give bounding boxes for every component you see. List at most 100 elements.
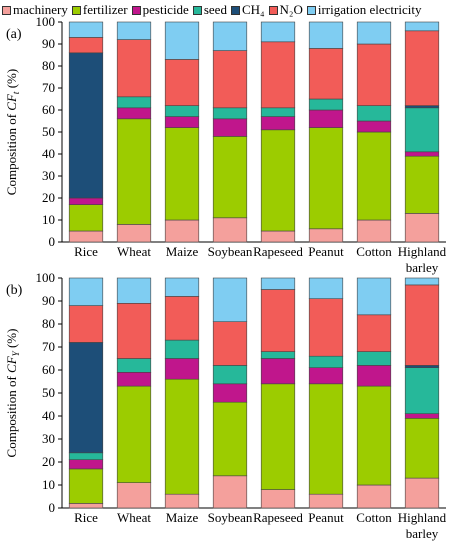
y-tick-label: 0	[49, 234, 56, 249]
bar-segment	[212, 21, 248, 51]
y-tick-label: 50	[42, 385, 55, 400]
bar-segment	[308, 21, 344, 49]
bar-segment	[164, 493, 200, 509]
y-tick-label: 20	[42, 454, 55, 469]
bar-segment	[164, 21, 200, 60]
bar-segment	[68, 204, 104, 232]
bar-segment	[308, 493, 344, 509]
bar-segment	[164, 339, 200, 359]
bar-segment	[116, 358, 152, 373]
y-axis-label: Composition of CFt (%)	[4, 69, 21, 195]
bar-segment	[308, 367, 344, 385]
bar-segment	[260, 129, 296, 232]
x-tick-label: barley	[406, 526, 439, 541]
legend-swatch	[306, 5, 316, 15]
bar-segment	[68, 197, 104, 205]
bar-segment	[404, 213, 440, 243]
bar-segment	[260, 116, 296, 131]
bar-segment	[308, 277, 344, 300]
y-tick-label: 30	[42, 168, 55, 183]
bar-segment	[164, 219, 200, 243]
y-tick-label: 80	[42, 58, 55, 73]
bar-segment	[116, 21, 152, 40]
bar-segment	[308, 98, 344, 111]
bar-segment	[68, 52, 104, 199]
bar-segment	[212, 383, 248, 403]
chart-panel-b: 0 10 20 30 40 50 60 70 80 90 100 (b) Composition of …	[4, 270, 447, 541]
bar-segment	[404, 284, 440, 366]
legend-label: machinery	[13, 2, 68, 17]
bar-segment	[68, 305, 104, 343]
bar-segment	[164, 277, 200, 297]
bar-segment	[308, 298, 344, 357]
bar-segment	[356, 105, 392, 122]
y-tick-label: 90	[42, 36, 55, 51]
y-tick-label: 0	[49, 500, 56, 515]
y-tick-label: 40	[42, 146, 55, 161]
bar-segment	[356, 365, 392, 387]
chart-panel-a: 0 10 20 30 40 50 60 70 80 90 100 (a) Composition of …	[4, 14, 447, 275]
bar-segment	[212, 118, 248, 137]
bar-segment	[164, 105, 200, 117]
bar-segment	[116, 118, 152, 225]
y-tick-label: 60	[42, 102, 55, 117]
bar-segment	[68, 21, 104, 38]
legend-swatch	[71, 5, 81, 15]
x-tick-label: Rice	[74, 244, 98, 259]
bar-segment	[164, 358, 200, 380]
bar-segment	[116, 107, 152, 120]
bar-segment	[212, 107, 248, 120]
bar-segment	[356, 484, 392, 509]
legend-item: machinery	[2, 2, 68, 18]
bar-segment	[116, 302, 152, 359]
y-tick-label: 90	[42, 293, 55, 308]
legend-label: fertilizer	[82, 2, 128, 17]
y-tick-label: 70	[42, 80, 55, 95]
x-tick-label: Cotton	[356, 244, 392, 259]
x-tick-label: Peanut	[308, 244, 344, 259]
bar-segment	[68, 37, 104, 54]
bar-segment	[308, 355, 344, 369]
bar-segment	[404, 107, 440, 153]
bar-segment	[308, 109, 344, 128]
y-tick-label: 30	[42, 431, 55, 446]
y-tick-label: 10	[42, 477, 55, 492]
y-axis-label: Composition of CFY (%)	[4, 329, 21, 458]
bar-segment	[212, 50, 248, 109]
legend-item: seed	[192, 2, 227, 18]
bar-segment	[260, 230, 296, 243]
legend-label: seed	[203, 2, 227, 17]
bar-segment	[116, 277, 152, 304]
bar-segment	[164, 116, 200, 128]
legend-item: pesticide	[131, 2, 189, 18]
bar-segment	[212, 401, 248, 477]
x-tick-label: Soybean	[208, 244, 253, 259]
bar-segment	[404, 21, 440, 32]
legend-swatch	[2, 5, 11, 15]
x-tick-label: Wheat	[117, 510, 151, 525]
legend: machinery fertilizer pesticide seed CH₄ N₂O ir…	[2, 2, 452, 20]
bar-segment	[260, 489, 296, 509]
bar-segment	[404, 367, 440, 415]
legend-swatch	[131, 5, 141, 15]
bar-segment	[260, 351, 296, 359]
legend-item: fertilizer	[71, 2, 128, 18]
y-tick-label: 60	[42, 362, 55, 377]
bar-segment	[68, 459, 104, 470]
bar-segment	[116, 385, 152, 484]
bar-segment	[308, 228, 344, 243]
x-tick-label: Wheat	[117, 244, 151, 259]
x-tick-label: Rapeseed	[253, 510, 303, 525]
bar-segment	[260, 383, 296, 490]
bar-segment	[260, 21, 296, 43]
bar-segment	[164, 127, 200, 221]
bar-segment	[260, 289, 296, 352]
y-tick-label: 50	[42, 124, 55, 139]
x-tick-label: Cotton	[356, 510, 392, 525]
legend-swatch	[192, 5, 202, 15]
x-tick-label: Maize	[166, 510, 199, 525]
legend-item: N₂O	[268, 2, 303, 18]
bar-segment	[116, 482, 152, 509]
bar-segment	[308, 127, 344, 230]
bar-segment	[68, 342, 104, 454]
